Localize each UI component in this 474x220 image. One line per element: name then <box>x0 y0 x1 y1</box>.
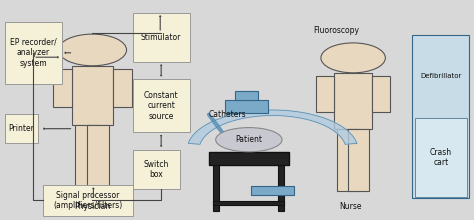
FancyBboxPatch shape <box>225 100 268 113</box>
Text: Crash
cart: Crash cart <box>430 148 452 167</box>
Circle shape <box>58 34 127 66</box>
FancyBboxPatch shape <box>209 152 289 165</box>
Text: Fluoroscopy: Fluoroscopy <box>313 26 359 35</box>
FancyBboxPatch shape <box>415 118 467 197</box>
FancyBboxPatch shape <box>213 201 284 205</box>
Text: Patient: Patient <box>236 135 262 144</box>
Text: Defibrillator: Defibrillator <box>420 73 462 79</box>
FancyBboxPatch shape <box>5 114 38 143</box>
FancyBboxPatch shape <box>348 128 369 191</box>
FancyBboxPatch shape <box>53 69 72 107</box>
FancyBboxPatch shape <box>316 76 334 112</box>
Circle shape <box>321 43 385 73</box>
FancyBboxPatch shape <box>72 66 113 125</box>
FancyBboxPatch shape <box>337 128 358 191</box>
Polygon shape <box>188 110 357 144</box>
FancyBboxPatch shape <box>334 73 373 128</box>
FancyBboxPatch shape <box>43 185 133 216</box>
Ellipse shape <box>216 128 282 152</box>
FancyBboxPatch shape <box>213 165 219 211</box>
Text: Nurse: Nurse <box>339 202 362 211</box>
Text: Signal processor
(amplifiers/filters): Signal processor (amplifiers/filters) <box>53 191 122 210</box>
FancyBboxPatch shape <box>133 79 190 132</box>
Text: Switch
box: Switch box <box>144 160 169 179</box>
Text: Stimulator: Stimulator <box>141 33 182 42</box>
FancyBboxPatch shape <box>373 76 390 112</box>
FancyBboxPatch shape <box>87 125 109 191</box>
FancyBboxPatch shape <box>75 125 98 191</box>
Text: Printer: Printer <box>9 124 34 133</box>
FancyBboxPatch shape <box>133 150 180 189</box>
FancyBboxPatch shape <box>412 35 469 198</box>
FancyBboxPatch shape <box>251 186 294 195</box>
Text: Constant
current
source: Constant current source <box>144 91 179 121</box>
FancyBboxPatch shape <box>113 69 132 107</box>
Text: Physician: Physician <box>74 202 110 211</box>
FancyBboxPatch shape <box>278 165 284 211</box>
FancyBboxPatch shape <box>5 22 62 84</box>
Text: EP recorder/
analyzer
system: EP recorder/ analyzer system <box>10 38 56 68</box>
Text: Catheters: Catheters <box>209 110 246 119</box>
FancyBboxPatch shape <box>133 13 190 62</box>
FancyBboxPatch shape <box>235 91 258 100</box>
